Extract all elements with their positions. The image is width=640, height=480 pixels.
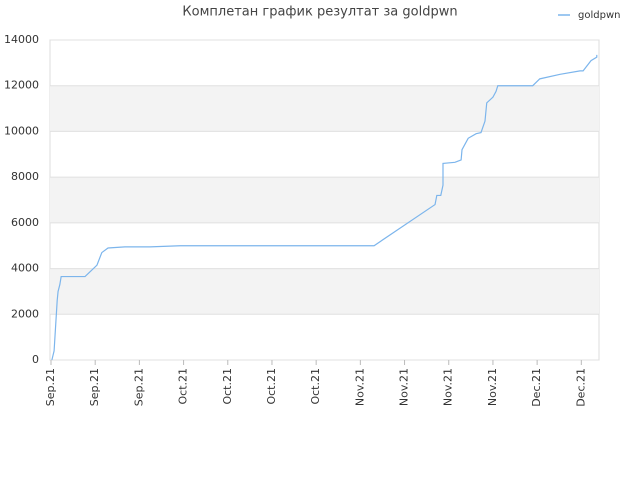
x-tick-label: Nov.21 xyxy=(442,368,455,406)
x-tick-label: Dec.21 xyxy=(574,368,587,407)
y-tick-label: 8000 xyxy=(11,170,39,183)
x-tick-label: Sep.21 xyxy=(132,368,145,406)
y-tick-label: 10000 xyxy=(4,124,39,137)
x-tick-label: Sep.21 xyxy=(44,368,57,406)
x-tick-label: Oct.21 xyxy=(221,368,234,405)
y-tick-label: 4000 xyxy=(11,262,39,275)
x-tick-label: Oct.21 xyxy=(309,368,322,405)
y-tick-label: 14000 xyxy=(4,33,39,46)
x-tick-label: Dec.21 xyxy=(530,368,543,407)
y-tick-label: 6000 xyxy=(11,216,39,229)
plot-band xyxy=(50,177,599,223)
y-tick-label: 2000 xyxy=(11,307,39,320)
plot-band xyxy=(50,85,599,132)
y-tick-label: 12000 xyxy=(4,79,39,92)
line-series xyxy=(51,54,598,361)
x-tick-label: Oct.21 xyxy=(265,368,278,405)
x-tick-label: Oct.21 xyxy=(177,368,190,405)
x-tick-label: Nov.21 xyxy=(353,368,366,406)
x-tick-label: Nov.21 xyxy=(398,368,411,406)
y-tick-label: 0 xyxy=(32,353,39,366)
plot-band xyxy=(50,268,599,315)
legend-label: goldpwn xyxy=(578,10,620,21)
chart-title: Комплетан график резултат за goldpwn xyxy=(182,5,457,20)
x-tick-label: Nov.21 xyxy=(486,368,499,406)
x-tick-label: Sep.21 xyxy=(88,368,101,406)
